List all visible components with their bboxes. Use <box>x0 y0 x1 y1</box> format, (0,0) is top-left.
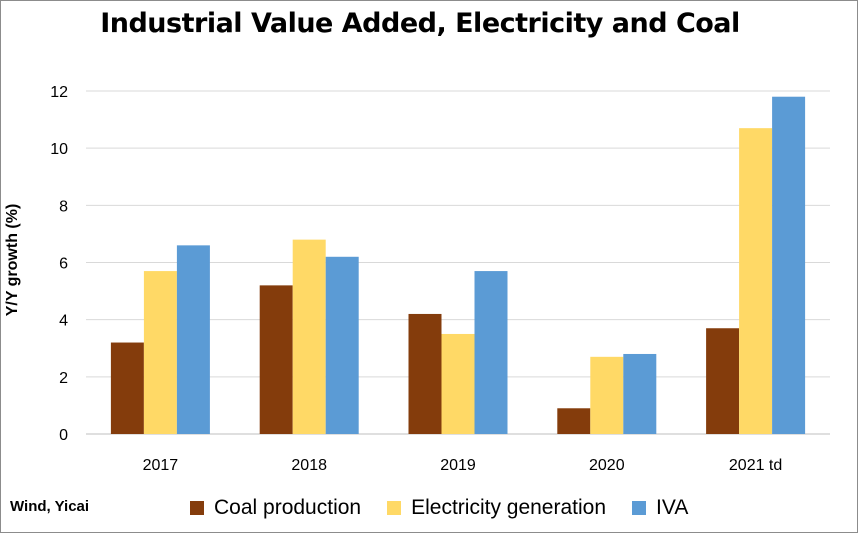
legend-item-coal: Coal production <box>190 496 361 520</box>
bar-coal-production-2017 <box>110 342 144 434</box>
bar-electricity-generation-2018 <box>292 239 326 434</box>
bars <box>110 96 806 435</box>
bar-iva-2019 <box>474 271 508 434</box>
y-tick-label: 6 <box>59 256 68 273</box>
gridlines <box>86 90 830 435</box>
bar-iva-2018 <box>325 256 359 434</box>
legend-item-iva: IVA <box>632 496 688 520</box>
x-tick-label: 2020 <box>589 457 625 474</box>
legend: Coal production Electricity generation I… <box>190 494 714 522</box>
bar-coal-production-2019 <box>408 313 442 434</box>
bar-chart: 0 2 4 6 8 10 12 2017 2018 2019 2020 2021 td <box>50 84 830 474</box>
legend-swatch-iva <box>632 501 647 515</box>
legend-label-iva: IVA <box>656 496 689 519</box>
bar-iva-2020 <box>623 353 657 434</box>
x-tick-label: 2019 <box>440 457 476 474</box>
y-axis-ticks: 0 2 4 6 8 10 12 <box>50 84 68 444</box>
legend-swatch-electricity <box>387 501 402 515</box>
bar-coal-production-2020 <box>557 408 591 434</box>
legend-swatch-coal <box>190 501 204 515</box>
bar-electricity-generation-2020 <box>590 356 624 434</box>
bar-coal-production-2018 <box>259 285 293 434</box>
bar-electricity-generation-2021-td <box>739 128 773 435</box>
x-tick-label: 2018 <box>291 457 327 474</box>
legend-label-electricity: Electricity generation <box>411 496 607 519</box>
chart-title: Industrial Value Added, Electricity and … <box>100 8 740 39</box>
legend-label-coal: Coal production <box>214 496 362 519</box>
y-tick-label: 0 <box>59 427 68 444</box>
x-tick-label: 2021 td <box>729 457 782 474</box>
y-tick-label: 4 <box>59 313 68 330</box>
y-tick-label: 8 <box>59 198 68 215</box>
legend-item-electricity: Electricity generation <box>387 496 606 520</box>
bar-iva-2021-td <box>772 96 806 434</box>
x-tick-label: 2017 <box>143 457 179 474</box>
bar-iva-2017 <box>176 245 210 434</box>
bar-electricity-generation-2019 <box>441 333 475 434</box>
y-tick-label: 2 <box>59 370 68 387</box>
source-note: Wind, Yicai <box>10 498 90 515</box>
bar-electricity-generation-2017 <box>143 271 177 434</box>
bar-coal-production-2021-td <box>706 328 740 434</box>
y-tick-label: 10 <box>50 141 68 158</box>
y-tick-label: 12 <box>50 84 68 101</box>
x-axis-ticks: 2017 2018 2019 2020 2021 td <box>143 457 783 474</box>
